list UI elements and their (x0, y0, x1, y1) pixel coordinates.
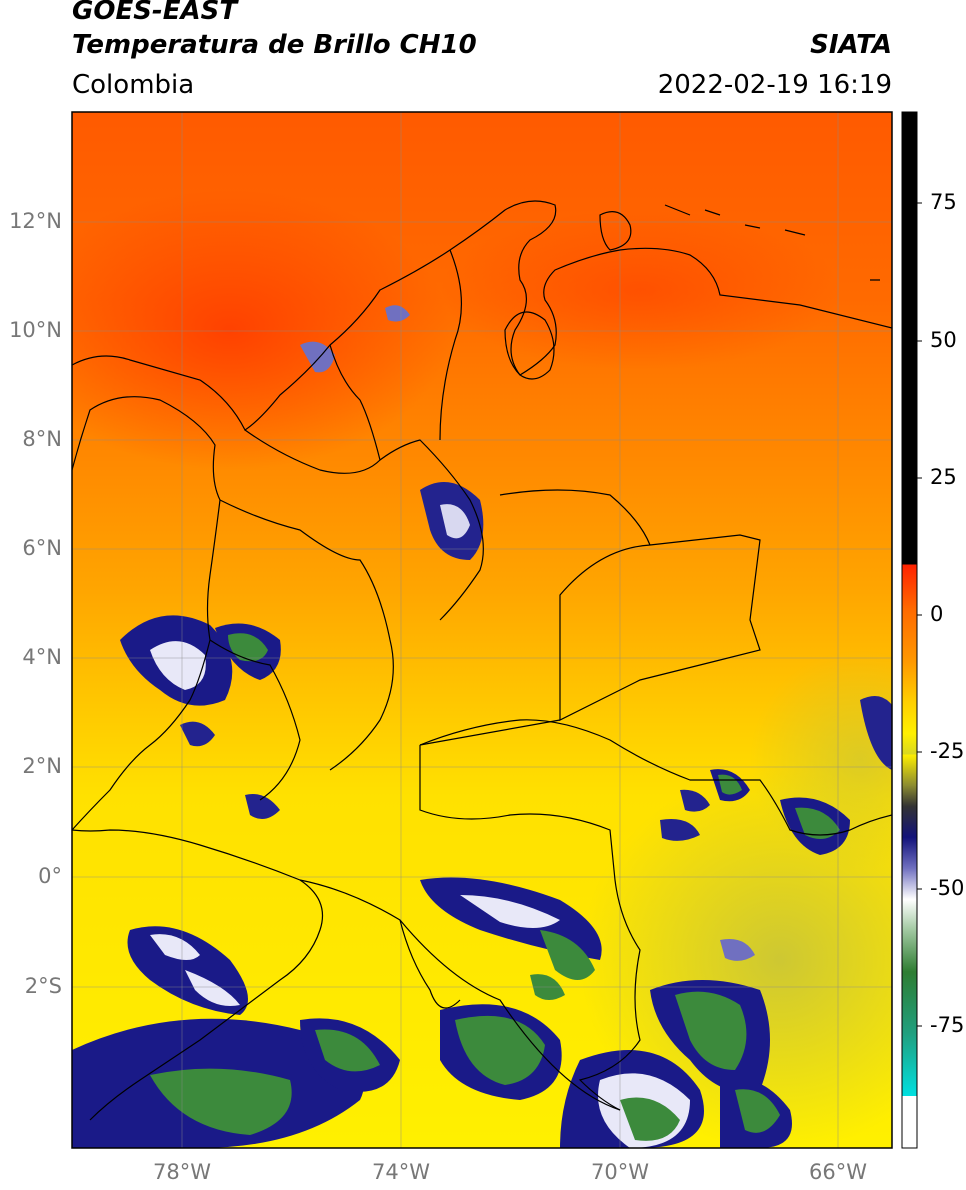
lon-label: 70°W (591, 1160, 649, 1184)
colorbar-tick-label: 0 (930, 602, 944, 626)
lat-label: 10°N (9, 318, 62, 342)
colorbar-tick-label: 50 (930, 328, 957, 352)
source-label: SIATA (810, 30, 892, 60)
colorbar-tick-label: 25 (930, 465, 957, 489)
colorbar-tick-label: -75 (930, 1013, 965, 1037)
colorbar-tick-label: -25 (930, 739, 965, 763)
colorbar-tick-label: -50 (930, 876, 965, 900)
lat-label: 12°N (9, 209, 62, 233)
lon-label: 78°W (153, 1160, 211, 1184)
colorbar-tick-label: 75 (930, 190, 957, 214)
lat-label: 8°N (22, 427, 62, 451)
datetime-label: 2022-02-19 16:19 (657, 70, 892, 100)
lat-label: 4°N (22, 645, 62, 669)
lat-label: 0° (38, 864, 62, 888)
graticule (72, 112, 892, 1148)
map-frame (71, 111, 893, 1149)
colorbar (902, 112, 917, 1148)
region-label: Colombia (72, 70, 195, 100)
title-line1: GOES-EAST (72, 0, 238, 26)
cloud-cells (72, 305, 892, 1148)
map-field (72, 112, 892, 1148)
colorbar-ticks (917, 202, 922, 1027)
lat-label: 2°N (22, 754, 62, 778)
lon-label: 74°W (372, 1160, 430, 1184)
lat-label: 2°S (24, 974, 62, 998)
lat-label: 6°N (22, 536, 62, 560)
title-line2: Temperatura de Brillo CH10 (72, 30, 477, 60)
lon-label: 66°W (809, 1160, 867, 1184)
colorbar-frame (901, 111, 918, 1149)
borders (72, 200, 892, 1121)
